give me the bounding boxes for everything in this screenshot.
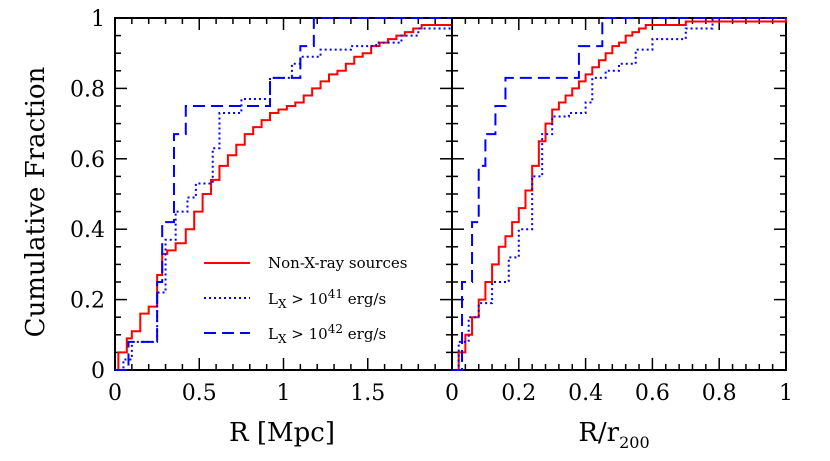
left-panel: 0 0.5 1 1.5 0 0.2 0.4 0.6 0.8 1: [70, 7, 453, 406]
right-x-tick-label: 1: [779, 381, 793, 406]
right-x-tick-label: 0.8: [702, 381, 737, 406]
right-x-tick-label: 0.6: [635, 381, 670, 406]
x-axis-label-right: R/r200: [578, 418, 649, 452]
left-x-tick-label: 0: [108, 381, 122, 406]
legend-label-lx41: LX > 1041 erg/s: [268, 287, 386, 311]
left-y-tick-label: 0.8: [70, 77, 105, 102]
left-x-tick-label: 1.5: [350, 381, 385, 406]
left-x-tick-label: 1: [277, 381, 291, 406]
left-series-solid-0: [115, 24, 452, 371]
left-x-tick-label: 0.5: [182, 381, 217, 406]
y-axis-label: Cumulative Fraction: [21, 66, 51, 337]
left-y-tick-label: 0: [91, 359, 105, 384]
left-y-tick-label: 1: [91, 7, 105, 32]
left-y-tick-label: 0.4: [70, 218, 105, 243]
legend-label-lx42: LX > 1042 erg/s: [268, 322, 386, 346]
right-x-tick-label: 0.4: [568, 381, 603, 406]
x-axis-label-left: R [Mpc]: [229, 418, 335, 448]
legend: Non-X-ray sources LX > 1041 erg/s LX > 1…: [204, 254, 407, 346]
right-panel: 0 0.2 0.4 0.6 0.8 1: [445, 17, 793, 406]
right-x-tick-label: 0.2: [501, 381, 536, 406]
right-series-solid-0: [452, 18, 787, 371]
right-series-dotted-1: [452, 17, 786, 371]
left-y-tick-label: 0.6: [70, 148, 105, 173]
left-series-dotted-1: [115, 27, 452, 371]
left-y-tick-label: 0.2: [70, 289, 105, 314]
left-series-dashed-2: [115, 17, 452, 371]
right-series-dashed-2: [452, 17, 786, 371]
right-x-tick-label: 0: [445, 381, 459, 406]
legend-label-non-xray: Non-X-ray sources: [268, 254, 407, 272]
left-plot-frame: [114, 17, 453, 371]
